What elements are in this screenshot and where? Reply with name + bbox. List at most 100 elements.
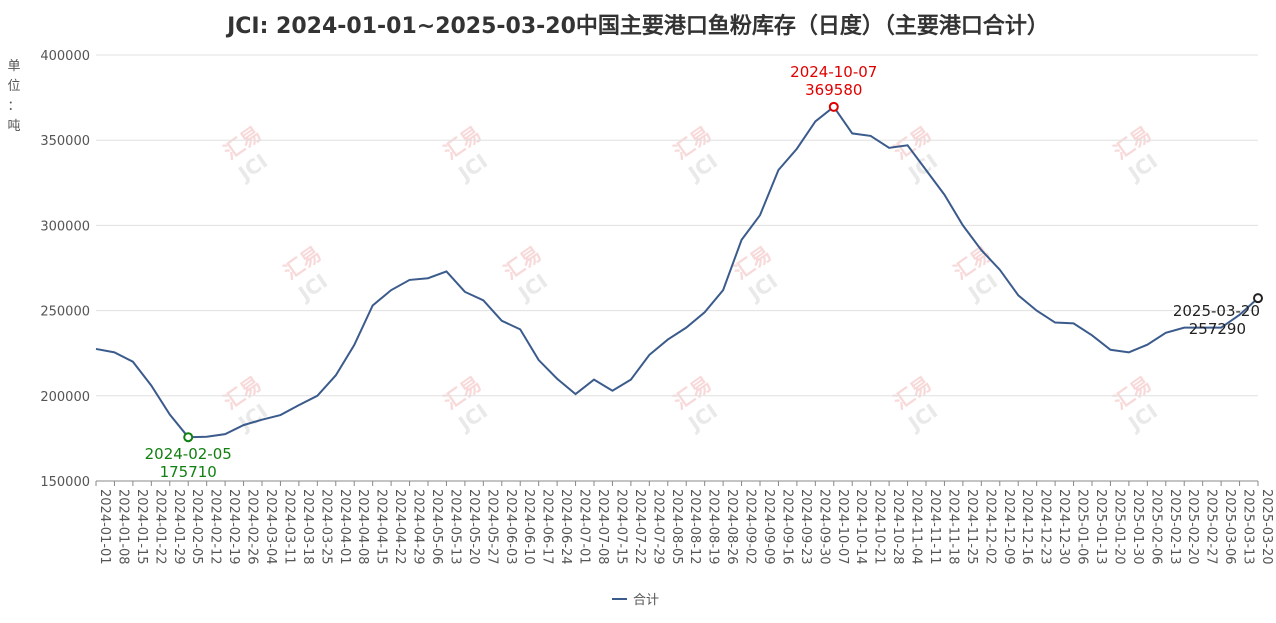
x-tick-label: 2024-04-08 [355,489,370,565]
highlight-point [183,432,194,443]
x-tick-label: 2025-03-20 [1259,489,1274,565]
highlight-point [828,101,839,112]
x-tick-label: 2024-01-29 [171,489,186,565]
legend-label: 合计 [633,593,659,608]
x-tick-label: 2024-10-07 [835,489,850,565]
annotation-date: 2024-10-07 [790,63,877,81]
y-tick-label: 250000 [40,305,90,320]
x-tick-label: 2024-02-12 [208,489,223,565]
x-tick-label: 2024-09-02 [743,489,758,565]
y-axis-label-char: ： [7,99,20,114]
x-tick-label: 2025-02-27 [1204,489,1219,565]
x-tick-label: 2024-10-14 [853,489,868,565]
x-tick-label: 2024-09-16 [779,489,794,565]
x-tick-label: 2024-07-29 [650,489,665,565]
x-tick-label: 2024-03-18 [300,489,315,565]
x-tick-label: 2024-01-01 [97,489,112,565]
x-tick-label: 2024-04-01 [337,489,352,565]
x-tick-label: 2024-01-15 [134,489,149,565]
x-tick-label: 2024-09-30 [816,489,831,565]
y-tick-label: 350000 [40,134,90,149]
x-tick-label: 2024-06-03 [503,489,518,565]
x-tick-label: 2025-03-06 [1222,489,1237,565]
x-tick-label: 2024-11-18 [945,489,960,565]
x-tick-label: 2024-11-11 [927,489,942,565]
highlight-point [1253,293,1263,304]
y-axis-label: 单位 ： 吨 [7,59,20,134]
annotation-date: 2025-03-20 [1173,302,1260,320]
annotation-value: 257290 [1189,320,1246,338]
x-tick-label: 2024-08-26 [724,489,739,565]
x-tick-label: 2025-02-06 [1148,489,1163,565]
y-tick-label: 150000 [40,475,90,490]
series-line [95,105,1259,439]
x-tick-label: 2024-07-01 [577,489,592,565]
x-tick-label: 2024-03-11 [281,489,296,565]
x-tick-label: 2024-03-25 [318,489,333,565]
y-axis-label-char: 单 [7,59,20,74]
x-tick-label: 2024-12-09 [1001,489,1016,565]
x-tick-label: 2024-05-20 [466,489,481,565]
x-tick-label: 2024-09-23 [798,489,813,565]
x-tick-label: 2024-01-08 [115,489,130,565]
x-tick-label: 2024-06-17 [540,489,555,565]
x-tick-label: 2024-07-22 [632,489,647,565]
chart-title: JCI: 2024-01-01~2025-03-20中国主要港口鱼粉库存（日度）… [225,13,1049,39]
x-tick-label: 2024-12-23 [1038,489,1053,565]
x-tick-label: 2024-11-04 [909,489,924,565]
x-tick-label: 2024-01-22 [152,489,167,565]
x-tick-label: 2024-02-19 [226,489,241,565]
x-tick-label: 2024-05-13 [447,489,462,565]
x-tick-label: 2024-06-24 [558,489,573,565]
x-tick-label: 2024-05-06 [429,489,444,565]
x-tick-label: 2024-12-02 [982,489,997,565]
x-tick-label: 2024-04-29 [411,489,426,565]
x-tick-label: 2025-01-13 [1093,489,1108,565]
x-tick-label: 2024-08-12 [687,489,702,565]
y-tick-label: 400000 [40,49,90,64]
y-axis-label-char: 吨 [7,119,20,134]
annotation-date: 2024-02-05 [145,445,232,463]
annotation-value: 369580 [805,81,862,99]
x-tick-label: 2024-08-05 [669,489,684,565]
x-tick-label: 2024-11-25 [964,489,979,565]
x-tick-label: 2024-07-08 [595,489,610,565]
y-axis-label-char: 位 [7,79,20,94]
x-tick-label: 2024-12-30 [1056,489,1071,565]
x-tick-label: 2025-01-20 [1111,489,1126,565]
x-tick-label: 2024-06-10 [521,489,536,565]
x-tick-label: 2025-02-20 [1185,489,1200,565]
x-tick-label: 2024-05-27 [484,489,499,565]
x-tick-label: 2024-04-22 [392,489,407,565]
x-tick-label: 2025-03-13 [1241,489,1256,565]
y-tick-label: 300000 [40,219,90,234]
x-tick-label: 2024-09-09 [761,489,776,565]
x-tick-label: 2024-08-19 [706,489,721,565]
x-tick-label: 2024-02-05 [189,489,204,565]
x-tick-label: 2024-10-21 [872,489,887,565]
annotation-value: 175710 [160,463,217,481]
x-tick-label: 2024-10-28 [890,489,905,565]
x-tick-label: 2025-01-30 [1130,489,1145,565]
x-tick-label: 2024-02-26 [245,489,260,565]
y-tick-label: 200000 [40,390,90,405]
x-tick-label: 2024-03-04 [263,489,278,565]
x-tick-label: 2025-02-13 [1167,489,1182,565]
x-tick-label: 2024-04-15 [374,489,389,565]
x-tick-label: 2024-12-16 [1019,489,1034,565]
x-tick-label: 2025-01-06 [1075,489,1090,565]
